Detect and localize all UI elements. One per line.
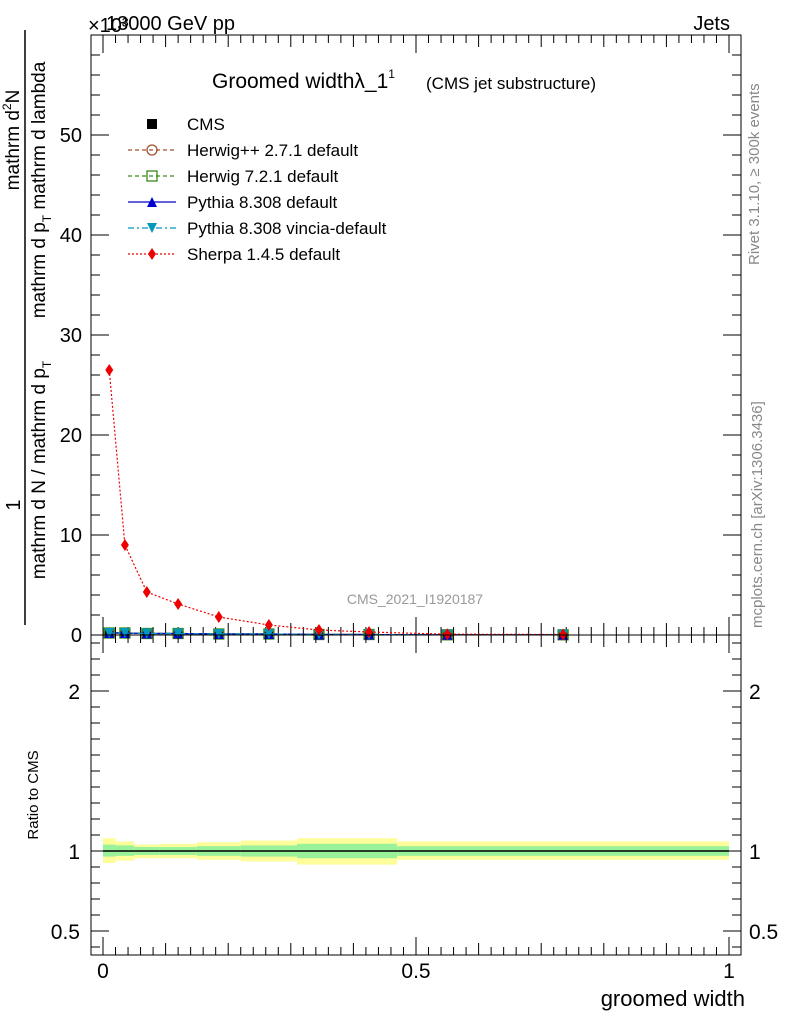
y-tick-label: 30 [60, 325, 82, 347]
y-label-denominator-b: mathrm d pT mathrm d lambda [29, 61, 54, 318]
x-tick-label: 0.5 [401, 960, 430, 983]
ratio-y-axis-label: Ratio to CMS [25, 750, 42, 839]
chart-title: Groomed widthλ_11 [212, 67, 395, 93]
y-tick-label: 20 [60, 425, 82, 447]
y-tick-label: 40 [60, 225, 82, 247]
energy-label: 13000 GeV pp [106, 13, 235, 35]
ratio-tick-label-left: 1 [68, 841, 80, 864]
y-label-num-part2: N [3, 90, 24, 104]
y-label-den-b-rest: mathrm d lambda [29, 61, 50, 215]
x-axis-label: groomed width [601, 986, 745, 1011]
legend-marker [147, 197, 157, 207]
legend-label: Sherpa 1.4.5 default [187, 245, 340, 264]
ratio-tick-label-left: 2 [68, 681, 80, 704]
ratio-tick-label-right: 2 [749, 681, 761, 704]
data-point [443, 628, 452, 641]
y-label-one: 1 [3, 499, 25, 510]
legend-marker [148, 248, 156, 260]
chart-subtitle: (CMS jet substructure) [426, 74, 596, 93]
series-5 [105, 364, 568, 641]
legend-entry: Herwig 7.2.1 default [128, 167, 338, 186]
y-label-den-a-sub: T [40, 360, 54, 368]
legend-entry: Herwig++ 2.7.1 default [128, 141, 358, 160]
process-label: Jets [693, 13, 730, 35]
rivet-label: Rivet 3.1.10, ≥ 300k events [746, 83, 763, 265]
series-line [108, 369, 564, 636]
legend-entry: Sherpa 1.4.5 default [128, 245, 340, 264]
data-point [213, 629, 224, 639]
exponent-label: ×10³ [88, 15, 129, 37]
mcplots-label: mcplots.cern.ch [arXiv:1306.3436] [749, 401, 766, 628]
data-point [142, 586, 151, 598]
ratio-plot-frame [90, 634, 742, 956]
legend-label: Herwig 7.2.1 default [187, 167, 338, 186]
legend-entry: Pythia 8.308 vincia-default [128, 219, 387, 238]
data-point [264, 619, 273, 631]
legend: CMS Herwig++ 2.7.1 default Herwig 7.2.1 de… [128, 115, 387, 264]
data-point [214, 611, 223, 623]
y-tick-label: 0 [71, 625, 82, 647]
chart-title-sup: 1 [388, 67, 395, 81]
legend-label: Herwig++ 2.7.1 default [187, 141, 358, 160]
data-point [119, 628, 130, 638]
analysis-watermark: CMS_2021_I1920187 [347, 591, 483, 607]
legend-entry: CMS [147, 115, 225, 134]
y-tick-label: 10 [60, 525, 82, 547]
data-point [104, 628, 115, 638]
data-point [174, 598, 183, 610]
legend-marker [146, 144, 158, 156]
main-axis-ticks: 0 10 20 30 40 50 [60, 35, 741, 647]
chart-title-main: Groomed widthλ_1 [212, 70, 388, 93]
legend-marker [147, 223, 157, 233]
data-point [120, 539, 129, 551]
y-label-den-b-main: mathrm d p [29, 222, 50, 318]
data-point [263, 629, 274, 639]
y-label-num-part1: mathrm d [3, 110, 24, 190]
main-data-series [103, 364, 569, 641]
y-axis-label: 1 mathrm d2N mathrm d N / mathrm d pT ma… [0, 30, 54, 625]
x-tick-label: 0 [97, 960, 109, 983]
legend-label: Pythia 8.308 vincia-default [187, 219, 387, 238]
data-point [173, 628, 184, 639]
data-point [105, 364, 114, 376]
legend-label: Pythia 8.308 default [187, 193, 338, 212]
legend-marker [147, 119, 157, 129]
y-tick-label: 50 [60, 125, 82, 147]
x-tick-labels: 0 0.5 1 [97, 960, 735, 983]
y-label-num-sup: 2 [0, 103, 14, 110]
data-point [314, 624, 323, 636]
y-label-numerator: mathrm d2N [0, 90, 24, 191]
y-label-denominator-a: mathrm d N / mathrm d pT [29, 360, 54, 579]
ratio-axis-ticks: 0.5 1 2 0.5 1 2 [51, 635, 778, 955]
ratio-tick-label-right: 0.5 [749, 921, 778, 944]
y-label-den-a-main: mathrm d N / mathrm d p [29, 368, 50, 579]
data-point [141, 628, 152, 639]
x-tick-label: 1 [723, 960, 735, 983]
ratio-tick-label-left: 0.5 [51, 921, 80, 944]
legend-entry: Pythia 8.308 default [128, 193, 338, 212]
y-label-den-b-sub: T [40, 214, 54, 222]
legend-marker [146, 170, 158, 182]
ratio-tick-label-right: 1 [749, 841, 761, 864]
legend-label: CMS [187, 115, 225, 134]
